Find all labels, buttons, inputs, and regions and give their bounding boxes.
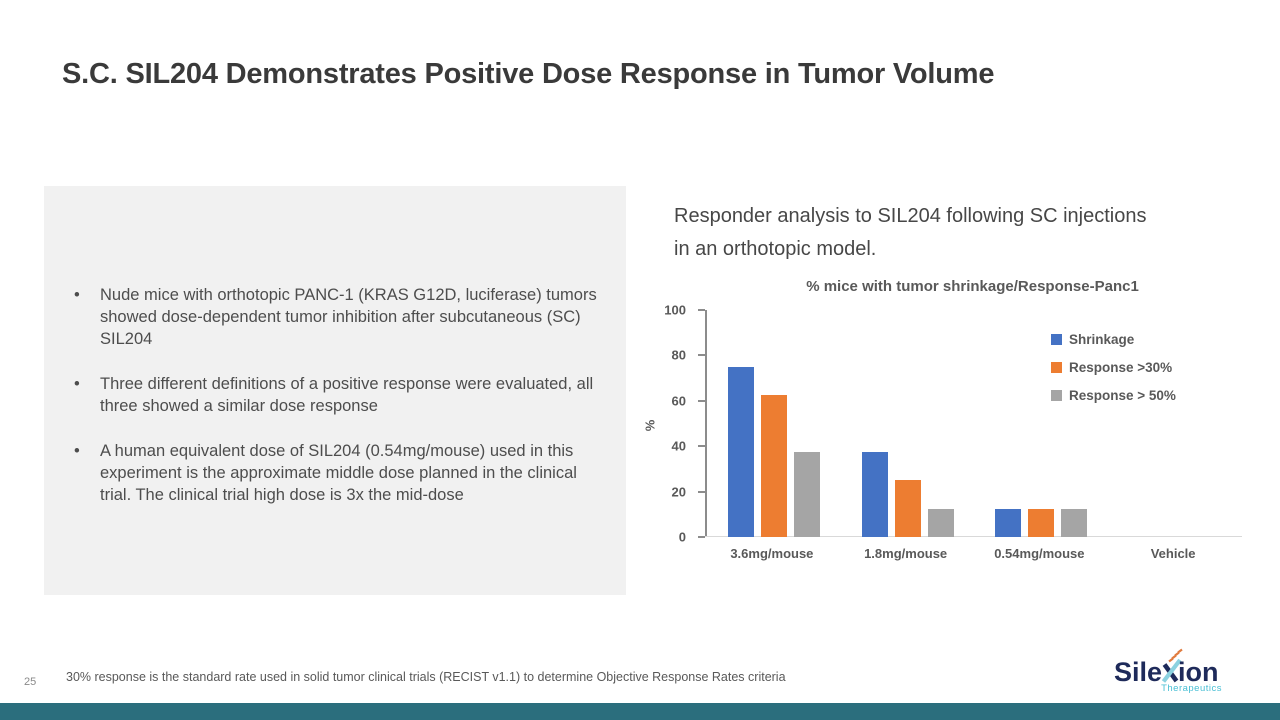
- bar-group-0-54mg-mouse: [975, 310, 1109, 537]
- bar-group-3-6mg-mouse: [707, 310, 841, 537]
- bullet-item: Nude mice with orthotopic PANC-1 (KRAS G…: [60, 284, 604, 350]
- legend-item-response-30: Response >30%: [1051, 360, 1176, 375]
- chart-title: % mice with tumor shrinkage/Response-Pan…: [806, 278, 1139, 295]
- x-axis-label: 3.6mg/mouse: [730, 546, 814, 561]
- bullet-item: Three different definitions of a positiv…: [60, 373, 604, 417]
- legend-swatch-icon: [1051, 334, 1062, 345]
- y-tick-label: 0: [678, 529, 686, 545]
- x-axis-line: [705, 536, 1242, 537]
- y-tick-label: 100: [664, 302, 686, 318]
- x-axis-labels: 3.6mg/mouse 1.8mg/mouse 0.54mg/mouse Vehicl…: [705, 546, 1240, 561]
- bar-shrinkage-1-8mg-mouse: [861, 451, 888, 537]
- bar-response-50-0-54mg-mouse: [1061, 508, 1088, 537]
- bar-shrinkage-3-6mg-mouse: [727, 366, 754, 537]
- x-axis-label: 1.8mg/mouse: [864, 546, 948, 561]
- bar-response-30-3-6mg-mouse: [760, 395, 787, 537]
- y-tick-mark: [698, 490, 705, 493]
- y-tick-label: 80: [671, 347, 686, 363]
- logo-x-accent-stroke: [1161, 658, 1182, 683]
- bar-response-30-0-54mg-mouse: [1028, 508, 1055, 537]
- bar-group-1-8mg-mouse: [841, 310, 975, 537]
- x-axis-label: Vehicle: [1150, 546, 1196, 561]
- footer-bar: [0, 703, 1280, 720]
- chart-plot: [698, 309, 1242, 538]
- bar-response-30-1-8mg-mouse: [894, 480, 921, 537]
- page-title: S.C. SIL204 Demonstrates Positive Dose R…: [62, 58, 995, 90]
- logo-text-part1: Sile: [1114, 657, 1162, 687]
- legend-swatch-icon: [1051, 390, 1062, 401]
- bar-response-50-1-8mg-mouse: [927, 508, 954, 537]
- legend-item-response-50: Response > 50%: [1051, 388, 1176, 403]
- chart-heading: Responder analysis to SIL204 following S…: [674, 205, 1147, 260]
- silexion-logo-icon: Sile ion Therapeutics: [1114, 648, 1222, 694]
- y-tick-label: 40: [671, 438, 686, 454]
- y-tick-mark: [698, 536, 705, 538]
- y-tick-mark: [698, 354, 705, 357]
- legend-item-shrinkage: Shrinkage: [1051, 332, 1176, 347]
- bar-chart: % mice with tumor shrinkage/Response-Pan…: [640, 272, 1242, 572]
- silexion-logo: Sile ion Therapeutics: [1114, 648, 1238, 703]
- y-tick-mark: [698, 309, 705, 311]
- logo-dna-dashes-icon: [1168, 648, 1183, 663]
- bar-groups: [707, 310, 1242, 537]
- bar-response-50-3-6mg-mouse: [793, 451, 820, 537]
- logo-subtitle: Therapeutics: [1161, 683, 1222, 694]
- x-axis-label: 0.54mg/mouse: [994, 546, 1085, 561]
- legend-swatch-icon: [1051, 362, 1062, 373]
- bullet-item: A human equivalent dose of SIL204 (0.54m…: [60, 440, 604, 506]
- y-tick-label: 20: [671, 484, 686, 500]
- footnote: 30% response is the standard rate used i…: [66, 670, 786, 684]
- bar-shrinkage-0-54mg-mouse: [995, 508, 1022, 537]
- legend-label: Response > 50%: [1069, 388, 1176, 403]
- legend-label: Shrinkage: [1069, 332, 1135, 347]
- y-tick-mark: [698, 399, 705, 402]
- chart-legend: Shrinkage Response >30% Response > 50%: [1051, 332, 1176, 416]
- logo-text-part2: ion: [1178, 657, 1219, 687]
- y-tick-label: 60: [671, 393, 686, 409]
- y-tick-mark: [698, 445, 705, 448]
- legend-label: Response >30%: [1069, 360, 1173, 375]
- y-axis-ticks: 0 20 40 60 80 100: [640, 303, 696, 545]
- bullet-list: Nude mice with orthotopic PANC-1 (KRAS G…: [60, 284, 604, 506]
- page-number: 25: [24, 676, 37, 688]
- bullet-panel: Nude mice with orthotopic PANC-1 (KRAS G…: [44, 186, 626, 595]
